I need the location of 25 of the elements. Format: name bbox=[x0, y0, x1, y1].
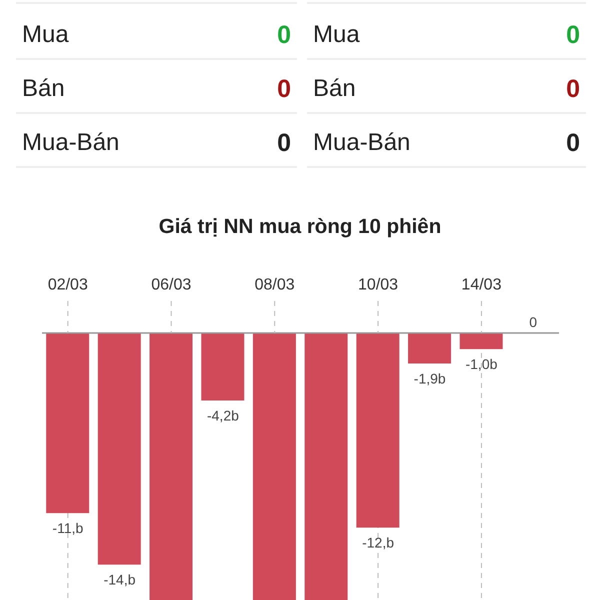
category-label: Mua bbox=[22, 21, 69, 48]
x-tick-label: 06/03 bbox=[151, 276, 192, 294]
data-label: 0 bbox=[529, 314, 538, 330]
data-label: -14,b bbox=[104, 572, 136, 588]
data-label: 0 bbox=[277, 74, 291, 104]
x-tick-label: 10/03 bbox=[358, 276, 398, 294]
x-tick-label: 02/03 bbox=[48, 276, 88, 294]
category-label: Bán bbox=[22, 75, 65, 102]
data-label: -11,b bbox=[52, 520, 84, 536]
category-label: Mua-Bán bbox=[313, 129, 410, 157]
category-label: Mua bbox=[313, 21, 360, 49]
data-label: -1,0b bbox=[465, 356, 498, 372]
chart-title: Giá trị NN mua ròng 10 phiên bbox=[158, 214, 442, 240]
data-label: -12,b bbox=[362, 534, 394, 551]
category-label: Mua-Bán bbox=[22, 129, 120, 156]
category-label: Bán bbox=[313, 75, 356, 103]
data-label: 0 bbox=[277, 20, 291, 50]
data-label: 0 bbox=[566, 74, 580, 104]
x-tick-label: 08/03 bbox=[254, 276, 295, 294]
data-label: -1,9b bbox=[414, 370, 446, 387]
data-label: -4,2b bbox=[206, 408, 240, 424]
data-label: 0 bbox=[566, 128, 580, 158]
data-label: 0 bbox=[277, 128, 291, 158]
data-label: 0 bbox=[566, 20, 580, 50]
x-tick-label: 14/03 bbox=[461, 276, 502, 294]
